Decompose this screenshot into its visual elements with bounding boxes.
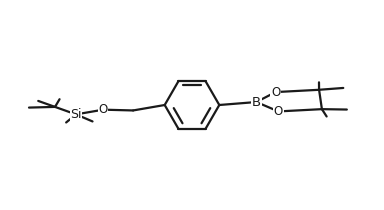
Text: Si: Si [70, 108, 82, 121]
Text: O: O [274, 105, 283, 118]
Text: B: B [252, 96, 261, 109]
Text: O: O [271, 86, 280, 98]
Text: O: O [99, 103, 108, 116]
